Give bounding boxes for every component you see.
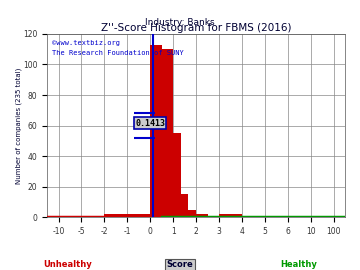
Y-axis label: Number of companies (235 total): Number of companies (235 total) xyxy=(15,68,22,184)
Title: Z''-Score Histogram for FBMS (2016): Z''-Score Histogram for FBMS (2016) xyxy=(101,23,291,33)
Bar xyxy=(219,214,242,217)
Text: 0.1413: 0.1413 xyxy=(135,119,165,128)
Text: Unhealthy: Unhealthy xyxy=(43,260,92,269)
Bar xyxy=(139,214,150,217)
Text: Healthy: Healthy xyxy=(280,260,317,269)
Bar xyxy=(181,194,189,217)
Text: Score: Score xyxy=(167,260,193,269)
Bar xyxy=(150,45,162,217)
Bar xyxy=(196,214,207,217)
Bar xyxy=(104,214,127,217)
Bar xyxy=(173,133,181,217)
Bar xyxy=(189,210,196,217)
Bar xyxy=(162,49,173,217)
Text: The Research Foundation of SUNY: The Research Foundation of SUNY xyxy=(52,50,184,56)
Text: Industry: Banks: Industry: Banks xyxy=(145,18,215,28)
Bar xyxy=(127,214,139,217)
Text: ©www.textbiz.org: ©www.textbiz.org xyxy=(52,40,120,46)
